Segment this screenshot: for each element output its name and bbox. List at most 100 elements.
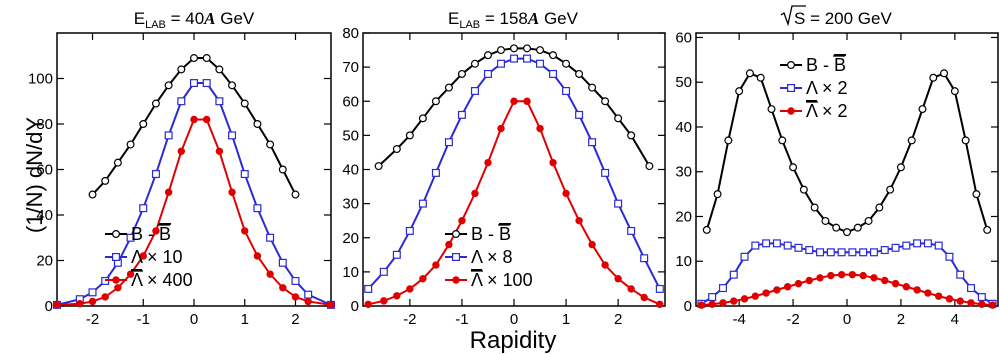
data-point: [471, 189, 479, 198]
data-point: [875, 203, 884, 212]
legend: B - B Λ × 10 Λ × 400: [105, 224, 193, 290]
data-point: [215, 65, 224, 74]
data-point: [327, 301, 335, 309]
data-point: [418, 199, 427, 208]
x-tick-label: 0: [510, 311, 518, 328]
data-point: [496, 59, 505, 68]
data-point: [751, 292, 760, 300]
sqrt-symbol: [780, 5, 806, 27]
data-point: [740, 295, 749, 303]
data-point: [380, 297, 388, 305]
data-point: [730, 297, 738, 305]
data-point: [907, 136, 916, 145]
data-point: [379, 267, 388, 276]
y-tick-label: 100: [28, 71, 53, 88]
data-point: [523, 97, 531, 105]
data-point: [291, 190, 300, 199]
data-point: [896, 163, 905, 172]
x-tick-label: 4: [951, 311, 959, 328]
data-point: [432, 261, 440, 269]
data-point: [266, 270, 274, 278]
data-point: [786, 60, 795, 69]
data-point: [151, 170, 160, 179]
data-point: [848, 270, 857, 279]
data-point: [101, 176, 110, 185]
data-point: [536, 124, 544, 133]
legend-label: B - B: [806, 55, 846, 75]
data-point: [773, 286, 781, 294]
data-point: [983, 225, 992, 234]
data-point: [240, 170, 249, 179]
y-tick-label: 80: [342, 25, 359, 42]
data-point: [126, 270, 135, 278]
series-2: [697, 239, 997, 308]
y-tick-label: 50: [342, 127, 359, 144]
data-point: [719, 299, 727, 307]
data-point: [988, 301, 997, 309]
y-tick-label: 60: [342, 93, 359, 110]
legend-label: B - B: [131, 224, 171, 244]
legend-label: Λ × 100: [471, 270, 533, 290]
data-point: [364, 300, 372, 308]
data-point: [805, 276, 813, 285]
data-point: [111, 230, 120, 239]
y-tick-label: 30: [342, 196, 359, 213]
data-point: [444, 83, 453, 92]
data-point: [164, 131, 173, 140]
data-point: [837, 270, 846, 279]
data-point: [470, 87, 479, 96]
y-tick-label: 0: [45, 298, 53, 315]
data-point: [278, 258, 287, 267]
data-point: [139, 204, 148, 213]
data-point: [253, 119, 262, 128]
data-point: [139, 252, 147, 260]
data-point: [786, 83, 795, 92]
data-point: [202, 115, 211, 124]
y-tick-label: 10: [675, 253, 692, 270]
data-point: [708, 300, 716, 308]
legend-label: Λ × 8: [471, 247, 513, 267]
data-point: [961, 136, 970, 145]
data-point: [870, 274, 878, 282]
data-point: [431, 97, 440, 106]
data-point: [562, 189, 570, 198]
data-point: [767, 105, 776, 114]
data-point: [304, 297, 312, 306]
data-point: [924, 289, 932, 297]
data-point: [457, 110, 466, 119]
data-point: [772, 239, 781, 248]
legend-label: B - B: [471, 224, 511, 244]
data-point: [431, 168, 440, 177]
data-point: [291, 293, 300, 301]
x-tick-label: 0: [190, 311, 198, 328]
data-point: [816, 274, 824, 282]
data-point: [279, 284, 287, 292]
y-tick-label: 20: [342, 230, 359, 247]
data-point: [392, 145, 401, 154]
data-point: [713, 190, 722, 199]
data-point: [483, 51, 492, 60]
y-tick-label: 50: [675, 74, 692, 91]
data-point: [601, 97, 610, 106]
data-point: [452, 253, 461, 262]
data-point: [978, 300, 986, 308]
y-tick-label: 20: [36, 253, 53, 270]
data-point: [536, 46, 545, 55]
data-point: [842, 228, 851, 237]
data-point: [627, 131, 636, 140]
series-1: [374, 44, 654, 171]
y-tick-label: 0: [351, 298, 359, 315]
data-point: [588, 138, 597, 147]
data-point: [869, 248, 878, 257]
y-tick-label: 40: [36, 207, 53, 224]
data-point: [783, 283, 792, 291]
data-point: [745, 69, 754, 78]
data-point: [614, 199, 623, 208]
data-point: [190, 79, 199, 88]
data-point: [393, 292, 401, 300]
data-point: [934, 292, 943, 300]
data-point: [810, 203, 819, 212]
data-point: [152, 227, 160, 235]
data-point: [452, 230, 461, 239]
x-tick-label: 0: [843, 311, 851, 328]
